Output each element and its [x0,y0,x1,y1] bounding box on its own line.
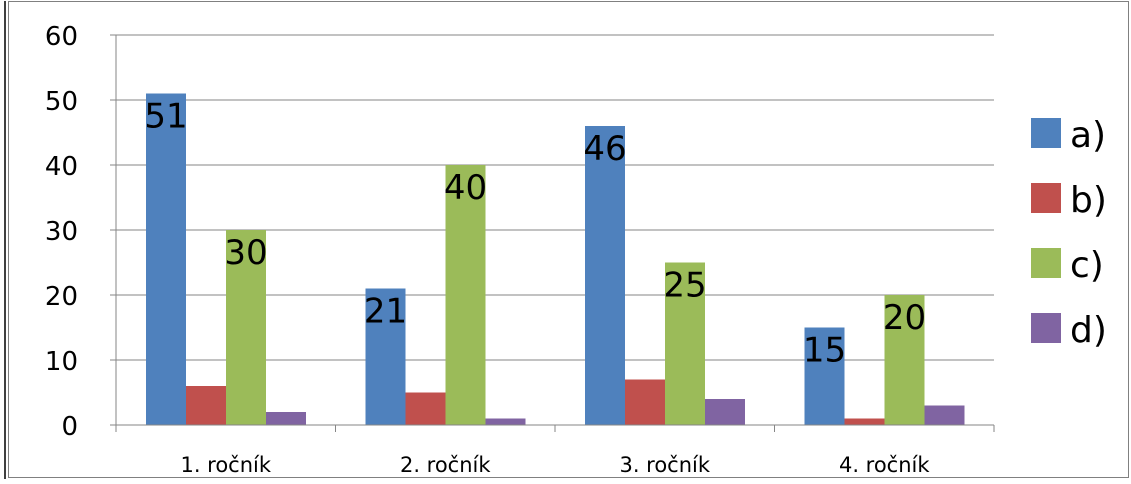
data-label: 46 [583,129,626,169]
data-label: 30 [224,233,267,273]
bar [186,386,226,425]
legend-swatch [1031,118,1061,148]
bar [146,93,186,425]
y-tick-label: 50 [45,87,78,117]
data-label: 15 [803,331,846,371]
legend-entry: d) [1070,310,1107,351]
bar [405,392,446,425]
bar [625,379,665,425]
y-tick-label: 30 [45,217,78,247]
legend-swatch [1031,183,1061,213]
x-tick-label: 2. ročník [400,453,491,477]
bar [266,412,306,425]
y-tick-label: 10 [45,347,78,377]
x-tick-label: 4. ročník [839,453,930,477]
bar [365,288,406,425]
data-label: 51 [144,97,187,137]
y-tick-label: 40 [45,152,78,182]
legend-entry: a) [1070,115,1106,156]
bar [924,405,965,425]
data-label: 40 [444,168,487,208]
legend-swatch [1031,313,1061,343]
x-tick-label: 3. ročník [619,453,710,477]
bar [884,295,925,425]
y-tick-label: 20 [45,282,78,312]
data-label: 20 [883,298,926,338]
data-label: 21 [364,292,407,332]
legend-swatch [1031,248,1061,278]
data-label: 25 [663,266,706,306]
x-tick-label: 1. ročník [180,453,271,477]
bar [585,126,625,425]
bar [705,399,745,425]
bar [226,230,266,425]
bar [804,327,845,425]
bar [665,262,705,425]
y-tick-label: 0 [61,412,78,442]
bar [485,418,526,425]
legend-entry: c) [1070,245,1104,286]
bar [844,418,885,425]
legend-entry: b) [1070,180,1107,221]
bar [445,165,486,425]
y-tick-label: 60 [45,22,78,52]
